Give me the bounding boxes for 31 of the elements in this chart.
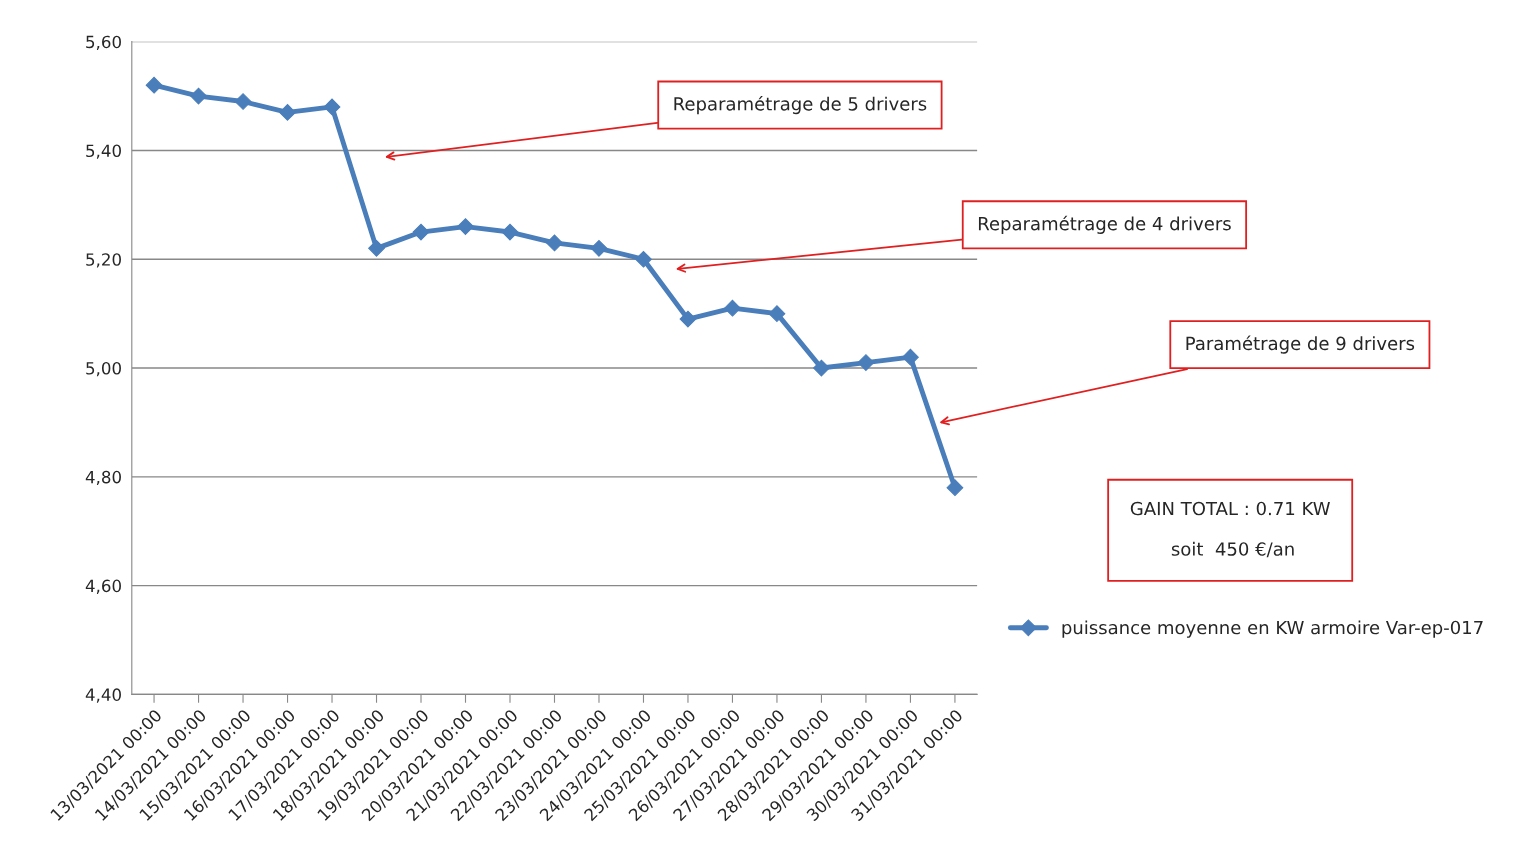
point [501, 223, 519, 241]
point [412, 223, 430, 241]
point [323, 98, 341, 116]
point [457, 218, 474, 235]
point [234, 93, 252, 110]
y-tick-label: 4,60 [85, 579, 121, 594]
point [635, 250, 652, 268]
point [546, 234, 563, 252]
y-tick-label: 4,40 [85, 688, 121, 703]
point [590, 239, 608, 257]
point [857, 354, 875, 371]
text: GAIN TOTAL : 0.71 KW soit 450 €/an [1130, 501, 1330, 558]
text: Paramétrage de 9 drivers [1186, 335, 1415, 354]
point [679, 310, 697, 328]
annotation: Reparamétrage de 5 drivers [674, 95, 927, 115]
point [368, 239, 385, 257]
point [768, 305, 786, 323]
point [902, 348, 919, 366]
point [145, 76, 163, 94]
y-tick-label: 5,20 [86, 253, 121, 268]
text: Reparamétrage de 4 drivers [978, 215, 1231, 234]
point [724, 299, 741, 317]
y-tick-label: 5,40 [86, 144, 121, 159]
legend-label: puissance moyenne en KW armoire Var-ep-017 [1062, 620, 1483, 638]
point [946, 479, 964, 497]
y-tick-label: 4,80 [85, 470, 121, 486]
y-tick-label: 5,00 [86, 361, 121, 377]
point [813, 359, 830, 377]
y-tick-label: 5,60 [86, 35, 121, 50]
point [190, 87, 207, 105]
point [279, 104, 296, 121]
